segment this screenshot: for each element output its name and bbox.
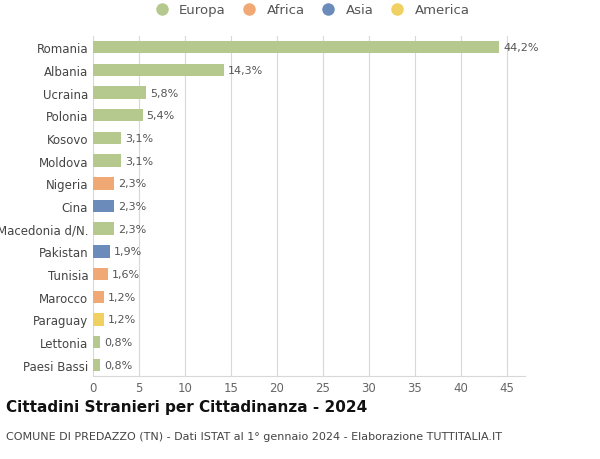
Bar — [93, 223, 114, 235]
Bar — [93, 359, 100, 371]
Text: 1,2%: 1,2% — [108, 315, 136, 325]
Text: 44,2%: 44,2% — [503, 43, 538, 53]
Bar — [93, 291, 104, 303]
Bar — [93, 336, 100, 349]
Text: COMUNE DI PREDAZZO (TN) - Dati ISTAT al 1° gennaio 2024 - Elaborazione TUTTITALI: COMUNE DI PREDAZZO (TN) - Dati ISTAT al … — [6, 431, 502, 442]
Text: 2,3%: 2,3% — [118, 179, 146, 189]
Text: 2,3%: 2,3% — [118, 224, 146, 234]
Text: 2,3%: 2,3% — [118, 202, 146, 212]
Text: 5,4%: 5,4% — [146, 111, 175, 121]
Text: 1,2%: 1,2% — [108, 292, 136, 302]
Text: 14,3%: 14,3% — [228, 66, 263, 76]
Text: 1,6%: 1,6% — [112, 269, 140, 280]
Bar — [93, 87, 146, 100]
Text: 0,8%: 0,8% — [104, 337, 132, 347]
Bar — [93, 42, 499, 54]
Bar — [93, 155, 121, 168]
Bar — [93, 64, 224, 77]
Bar — [93, 110, 143, 122]
Text: 3,1%: 3,1% — [125, 134, 153, 144]
Text: 3,1%: 3,1% — [125, 156, 153, 166]
Bar — [93, 246, 110, 258]
Text: 1,9%: 1,9% — [114, 247, 142, 257]
Text: 5,8%: 5,8% — [150, 88, 178, 98]
Bar — [93, 313, 104, 326]
Bar — [93, 178, 114, 190]
Bar — [93, 268, 108, 281]
Bar — [93, 200, 114, 213]
Text: 0,8%: 0,8% — [104, 360, 132, 370]
Bar — [93, 132, 121, 145]
Legend: Europa, Africa, Asia, America: Europa, Africa, Asia, America — [149, 4, 469, 17]
Text: Cittadini Stranieri per Cittadinanza - 2024: Cittadini Stranieri per Cittadinanza - 2… — [6, 399, 367, 414]
